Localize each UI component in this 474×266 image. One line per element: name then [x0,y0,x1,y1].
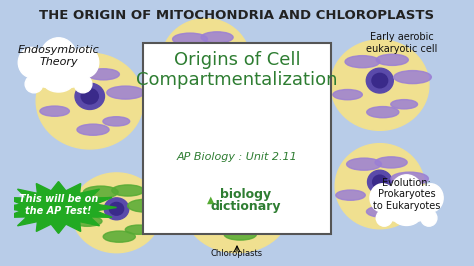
Ellipse shape [366,206,399,217]
Text: Endosymbiotic
Theory: Endosymbiotic Theory [18,45,100,67]
Text: Early aerobic
eukaryotic cell: Early aerobic eukaryotic cell [366,32,438,53]
Ellipse shape [112,185,144,196]
Ellipse shape [408,200,428,221]
Ellipse shape [192,81,225,92]
Ellipse shape [193,45,218,69]
Ellipse shape [373,175,387,189]
Ellipse shape [345,56,380,68]
Ellipse shape [199,50,213,64]
Ellipse shape [83,186,118,198]
Ellipse shape [201,178,236,190]
Ellipse shape [389,200,415,209]
Ellipse shape [346,158,382,170]
Ellipse shape [421,210,437,226]
Ellipse shape [224,229,256,240]
Ellipse shape [391,99,418,109]
Ellipse shape [331,40,429,130]
Ellipse shape [375,157,407,168]
Ellipse shape [87,69,119,80]
Ellipse shape [75,83,104,110]
Ellipse shape [418,184,443,212]
Ellipse shape [215,74,241,84]
Ellipse shape [43,70,74,92]
Text: biology: biology [220,188,272,201]
Ellipse shape [201,32,233,43]
Ellipse shape [125,225,152,234]
Ellipse shape [73,216,102,226]
Ellipse shape [372,73,388,88]
Polygon shape [0,182,117,234]
Ellipse shape [61,65,82,87]
Ellipse shape [187,212,217,222]
Text: THE ORIGIN OF MITOCHONDRIA AND CHLOROPLASTS: THE ORIGIN OF MITOCHONDRIA AND CHLOROPLA… [39,9,435,22]
Ellipse shape [103,117,130,126]
Ellipse shape [72,173,161,253]
Ellipse shape [367,170,392,194]
Ellipse shape [333,90,362,100]
Ellipse shape [103,231,135,242]
Ellipse shape [161,19,250,104]
Ellipse shape [81,89,98,104]
Ellipse shape [35,65,56,87]
Ellipse shape [183,162,291,253]
Text: Evolution:
Prokaryotes
to Eukaryotes: Evolution: Prokaryotes to Eukaryotes [373,178,440,211]
Ellipse shape [107,86,144,99]
Ellipse shape [162,65,191,75]
Text: AP Biology : Unit 2.11: AP Biology : Unit 2.11 [177,152,297,163]
Text: ▲: ▲ [207,195,214,205]
Ellipse shape [367,107,399,118]
Ellipse shape [71,47,99,78]
Ellipse shape [235,177,267,188]
Ellipse shape [376,54,408,65]
Ellipse shape [54,70,88,82]
Ellipse shape [392,205,421,226]
Ellipse shape [391,172,428,185]
Ellipse shape [217,47,255,60]
Ellipse shape [222,190,252,215]
Text: This will be on
the AP Test!: This will be on the AP Test! [19,194,98,216]
Ellipse shape [335,144,424,229]
Text: Origins of Cell
Compartmentalization: Origins of Cell Compartmentalization [136,51,338,89]
Ellipse shape [390,175,424,214]
FancyBboxPatch shape [143,43,331,234]
Ellipse shape [77,124,109,135]
Ellipse shape [109,202,124,215]
Ellipse shape [74,75,92,93]
Text: dictionary: dictionary [210,200,281,213]
Ellipse shape [376,210,392,226]
Ellipse shape [394,70,431,84]
Ellipse shape [25,75,43,93]
Ellipse shape [336,190,365,200]
Ellipse shape [366,68,393,93]
Ellipse shape [173,33,208,45]
Ellipse shape [228,196,246,210]
Ellipse shape [18,47,46,78]
Text: Chloroplasts: Chloroplasts [211,249,263,258]
Ellipse shape [36,53,143,149]
Ellipse shape [370,184,395,212]
Ellipse shape [250,222,277,231]
Ellipse shape [104,198,129,220]
Ellipse shape [254,193,292,206]
Ellipse shape [128,199,165,212]
Ellipse shape [40,106,69,116]
Ellipse shape [385,200,405,221]
Ellipse shape [40,38,77,79]
